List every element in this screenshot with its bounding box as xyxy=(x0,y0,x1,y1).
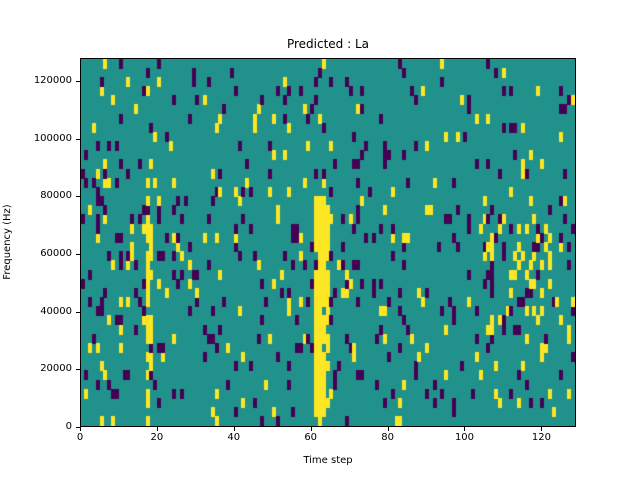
y-tick-mark xyxy=(76,196,80,198)
y-tick-label: 100000 xyxy=(33,132,72,144)
y-tick-label: 20000 xyxy=(40,363,72,375)
y-tick-mark xyxy=(76,81,80,83)
x-tick-label: 40 xyxy=(227,432,241,443)
x-tick-label: 20 xyxy=(150,432,164,443)
y-tick-label: 0 xyxy=(65,421,72,432)
x-tick-label: 0 xyxy=(76,432,84,443)
plot-area xyxy=(80,58,576,427)
x-tick-mark xyxy=(233,427,235,431)
y-tick-mark xyxy=(76,369,80,371)
x-tick-label: 120 xyxy=(531,432,551,443)
y-tick-label: 120000 xyxy=(33,75,72,87)
y-tick-mark xyxy=(76,254,80,256)
x-tick-mark xyxy=(80,427,81,431)
x-tick-mark xyxy=(310,427,312,431)
y-tick-mark xyxy=(76,311,80,313)
plot-title: Predicted : La xyxy=(286,37,370,51)
heatmap-canvas xyxy=(81,59,575,426)
x-tick-label: 100 xyxy=(454,432,475,443)
x-tick-mark xyxy=(387,427,389,431)
y-tick-label: 80000 xyxy=(40,190,72,202)
x-tick-mark xyxy=(541,427,543,431)
y-tick-label: 60000 xyxy=(40,248,72,260)
y-axis-label-text: Frequency (Hz) xyxy=(2,204,13,280)
x-axis-label: Time step xyxy=(303,455,353,466)
x-tick-mark xyxy=(156,427,158,431)
y-tick-mark xyxy=(76,427,80,428)
x-tick-label: 80 xyxy=(381,432,394,443)
y-tick-label: 40000 xyxy=(40,305,72,317)
x-tick-mark xyxy=(464,427,466,431)
y-tick-mark xyxy=(76,138,80,140)
x-tick-label: 60 xyxy=(304,432,318,443)
